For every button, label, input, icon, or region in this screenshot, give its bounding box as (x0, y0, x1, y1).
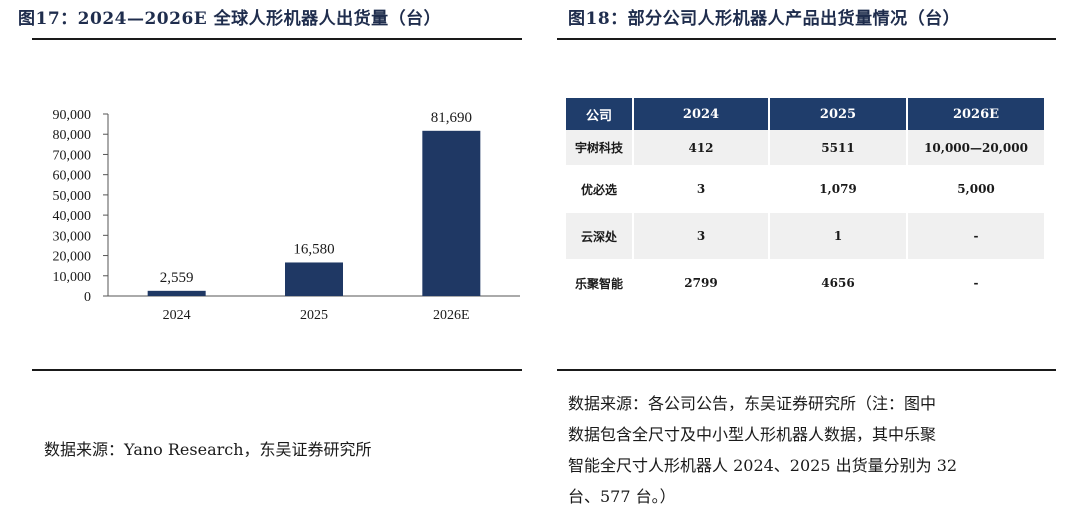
y-tick-label: 80,000 (53, 128, 92, 143)
source-line: 数据来源：各公司公告，东吴证券研究所（注：图中 (568, 394, 937, 413)
value-cell: 10,000—20,000 (907, 130, 1044, 167)
bar-value-label: 81,690 (431, 110, 472, 126)
column-header-2024: 2024 (633, 98, 770, 130)
y-tick-label: 10,000 (53, 270, 92, 285)
right-title-rule (557, 38, 1056, 40)
y-tick-label: 50,000 (53, 189, 92, 204)
value-cell: - (907, 260, 1044, 307)
value-cell: 3 (633, 166, 770, 213)
bar (285, 262, 343, 296)
company-cell: 云深处 (566, 212, 634, 261)
company-shipment-table: 公司 2024 2025 2026E 宇树科技 412 5511 10,000—… (566, 98, 1044, 307)
left-figure-title: 图17：2024—2026E 全球人形机器人出货量（台） (18, 9, 442, 29)
left-source-rule (32, 369, 522, 371)
bar (147, 290, 206, 296)
right-source-rule (557, 369, 1056, 371)
value-cell: 4656 (769, 260, 908, 307)
value-cell: - (907, 212, 1044, 261)
y-tick-label: 30,000 (53, 229, 92, 244)
bar (422, 130, 481, 296)
value-cell: 5,000 (907, 166, 1044, 213)
value-cell: 1 (769, 212, 908, 261)
company-cell: 优必选 (566, 166, 634, 213)
y-tick-label: 40,000 (53, 209, 92, 224)
column-header-2026e: 2026E (907, 98, 1044, 130)
table-row: 云深处 3 1 - (566, 212, 1044, 261)
y-tick-label: 90,000 (53, 108, 92, 123)
company-cell: 乐聚智能 (566, 260, 634, 307)
value-cell: 2799 (633, 260, 770, 307)
value-cell: 412 (633, 130, 770, 167)
source-line: 智能全尺寸人形机器人 2024、2025 出货量分别为 32 (568, 456, 958, 475)
right-figure-title: 图18：部分公司人形机器人产品出货量情况（台） (568, 9, 961, 29)
column-header-company: 公司 (566, 98, 634, 130)
y-tick-label: 70,000 (53, 148, 92, 163)
y-tick-label: 0 (84, 290, 91, 305)
table-row: 宇树科技 412 5511 10,000—20,000 (566, 130, 1044, 167)
value-cell: 1,079 (769, 166, 908, 213)
shipment-bar-chart: 0 10,000 20,000 30,000 40,000 50,000 60,000 70,… (53, 108, 520, 323)
x-tick-label: 2024 (163, 308, 191, 323)
company-cell: 宇树科技 (566, 130, 634, 167)
table-row: 乐聚智能 2799 4656 - (566, 260, 1044, 307)
bar-value-label: 2,559 (160, 270, 194, 286)
y-tick-label: 20,000 (53, 250, 92, 265)
value-cell: 5511 (769, 130, 908, 167)
column-header-2025: 2025 (769, 98, 908, 130)
y-tick-label: 60,000 (53, 169, 92, 184)
table-header-row: 公司 2024 2025 2026E (566, 98, 1044, 130)
x-tick-label: 2026E (433, 308, 470, 323)
x-tick-label: 2025 (300, 308, 328, 323)
right-source-text: 数据来源：各公司公告，东吴证券研究所（注：图中 数据包含全尺寸及中小型人形机器人… (568, 388, 957, 512)
left-source-text: 数据来源：Yano Research，东吴证券研究所 (44, 440, 372, 459)
value-cell: 3 (633, 212, 770, 261)
table-row: 优必选 3 1,079 5,000 (566, 166, 1044, 213)
left-title-rule (32, 38, 522, 40)
source-line: 台、577 台。） (568, 487, 676, 506)
source-line: 数据包含全尺寸及中小型人形机器人数据，其中乐聚 (568, 425, 937, 444)
bar-value-label: 16,580 (293, 241, 334, 257)
